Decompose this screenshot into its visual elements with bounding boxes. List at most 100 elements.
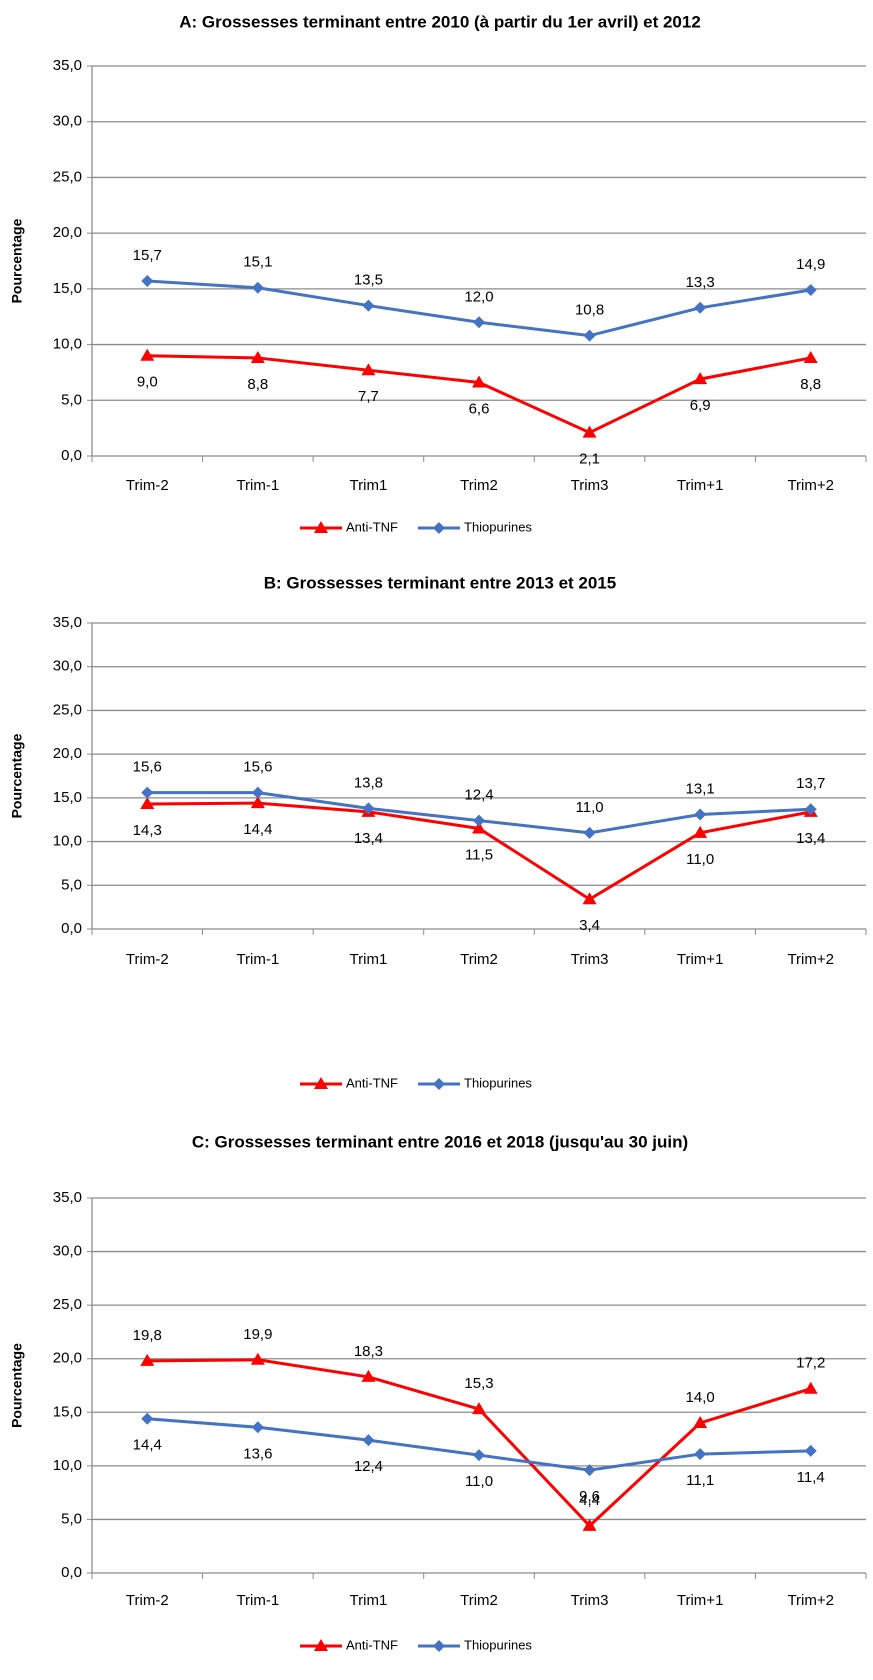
x-tick-label: Trim-1 [236, 951, 279, 968]
x-tick-label: Trim+1 [677, 951, 724, 968]
data-point [582, 892, 597, 905]
y-tick-label: 30,0 [53, 1243, 82, 1260]
data-label: 3,4 [579, 917, 600, 934]
x-tick-label: Trim3 [571, 1592, 609, 1609]
data-point [141, 275, 154, 288]
data-label: 11,5 [465, 846, 493, 863]
y-tick-label: 20,0 [53, 224, 82, 241]
legend-marker [314, 521, 328, 533]
x-tick-label: Trim+2 [787, 1592, 834, 1609]
data-label: 14,4 [243, 821, 272, 838]
data-label: 11,0 [465, 1473, 493, 1490]
data-label: 17,2 [796, 1355, 825, 1372]
data-point [803, 350, 818, 363]
data-point [472, 1402, 486, 1415]
x-tick-label: Trim1 [350, 951, 388, 968]
data-point [362, 802, 375, 815]
data-label: 8,8 [800, 376, 821, 393]
y-tick-label: 30,0 [53, 113, 82, 130]
legend-marker [314, 1639, 328, 1651]
data-point [250, 1352, 265, 1365]
legend-label: Anti-TNF [346, 1637, 398, 1652]
legend-label: Thiopurines [464, 1075, 532, 1090]
x-tick-label: Trim+1 [677, 1592, 724, 1609]
data-label: 12,0 [464, 288, 493, 305]
x-tick-label: Trim1 [350, 1592, 388, 1609]
data-label: 15,3 [464, 1375, 493, 1392]
legend-label: Thiopurines [464, 1637, 532, 1652]
data-label: 9,0 [137, 374, 158, 391]
y-tick-label: 25,0 [53, 168, 82, 185]
data-label: 8,8 [247, 376, 268, 393]
series-line [147, 354, 811, 435]
data-label: 2,1 [579, 451, 600, 468]
y-tick-label: 35,0 [53, 57, 82, 74]
data-label: 12,4 [464, 787, 493, 804]
data-point [583, 329, 596, 342]
data-point [693, 372, 708, 385]
chart-title: A: Grossesses terminant entre 2010 (à pa… [179, 12, 701, 31]
y-tick-label: 20,0 [53, 1350, 82, 1367]
data-point [803, 1381, 818, 1394]
data-point [250, 350, 265, 363]
y-tick-label: 5,0 [61, 876, 82, 893]
data-label: 15,6 [133, 759, 162, 776]
data-point [694, 808, 707, 821]
data-label: 7,7 [358, 388, 379, 405]
data-point [140, 348, 155, 361]
y-axis-label: Pourcentage [9, 1343, 25, 1428]
data-point [473, 814, 485, 827]
y-tick-label: 10,0 [53, 1457, 82, 1474]
data-point [140, 796, 155, 809]
data-point [472, 375, 486, 388]
data-point [140, 1353, 155, 1366]
data-point [251, 281, 264, 294]
data-label: 14,9 [796, 256, 825, 273]
data-label: 15,1 [243, 254, 272, 271]
data-label: 19,8 [133, 1327, 162, 1344]
data-label: 13,3 [686, 274, 715, 291]
data-point [362, 299, 375, 312]
data-point [251, 786, 264, 799]
y-tick-label: 5,0 [61, 1510, 82, 1527]
y-axis-label: Pourcentage [9, 733, 25, 818]
data-point [251, 1421, 264, 1434]
data-label: 9,6 [579, 1488, 600, 1505]
x-tick-label: Trim-1 [236, 477, 279, 494]
y-axis-label: Pourcentage [9, 218, 25, 303]
data-point [693, 1416, 708, 1428]
data-label: 13,7 [796, 775, 825, 792]
data-label: 13,4 [796, 830, 825, 847]
data-point [804, 803, 817, 816]
data-point [473, 1449, 485, 1462]
data-point [361, 363, 376, 376]
data-label: 11,1 [686, 1472, 714, 1489]
legend-label: Thiopurines [464, 519, 532, 534]
data-point [693, 825, 708, 838]
x-tick-label: Trim2 [460, 477, 498, 494]
y-tick-label: 10,0 [53, 336, 82, 353]
data-point [694, 1448, 707, 1461]
legend-marker [433, 1078, 445, 1090]
x-tick-label: Trim-2 [126, 1592, 169, 1609]
data-point [141, 786, 154, 799]
y-tick-label: 0,0 [61, 447, 82, 464]
data-label: 18,3 [354, 1343, 383, 1360]
data-point [362, 1434, 375, 1447]
y-tick-label: 10,0 [53, 833, 82, 850]
x-tick-label: Trim+2 [787, 951, 834, 968]
data-label: 14,0 [686, 1389, 715, 1406]
x-tick-label: Trim+1 [677, 477, 724, 494]
y-tick-label: 15,0 [53, 789, 82, 806]
y-tick-label: 0,0 [61, 920, 82, 937]
x-tick-label: Trim+2 [787, 477, 834, 494]
data-point [472, 821, 486, 834]
x-tick-label: Trim3 [571, 477, 609, 494]
x-tick-label: Trim-2 [126, 477, 169, 494]
data-label: 13,4 [354, 830, 383, 847]
x-tick-label: Trim2 [460, 1592, 498, 1609]
data-point [473, 316, 485, 329]
y-tick-label: 30,0 [53, 658, 82, 675]
data-label: 6,6 [469, 400, 490, 417]
